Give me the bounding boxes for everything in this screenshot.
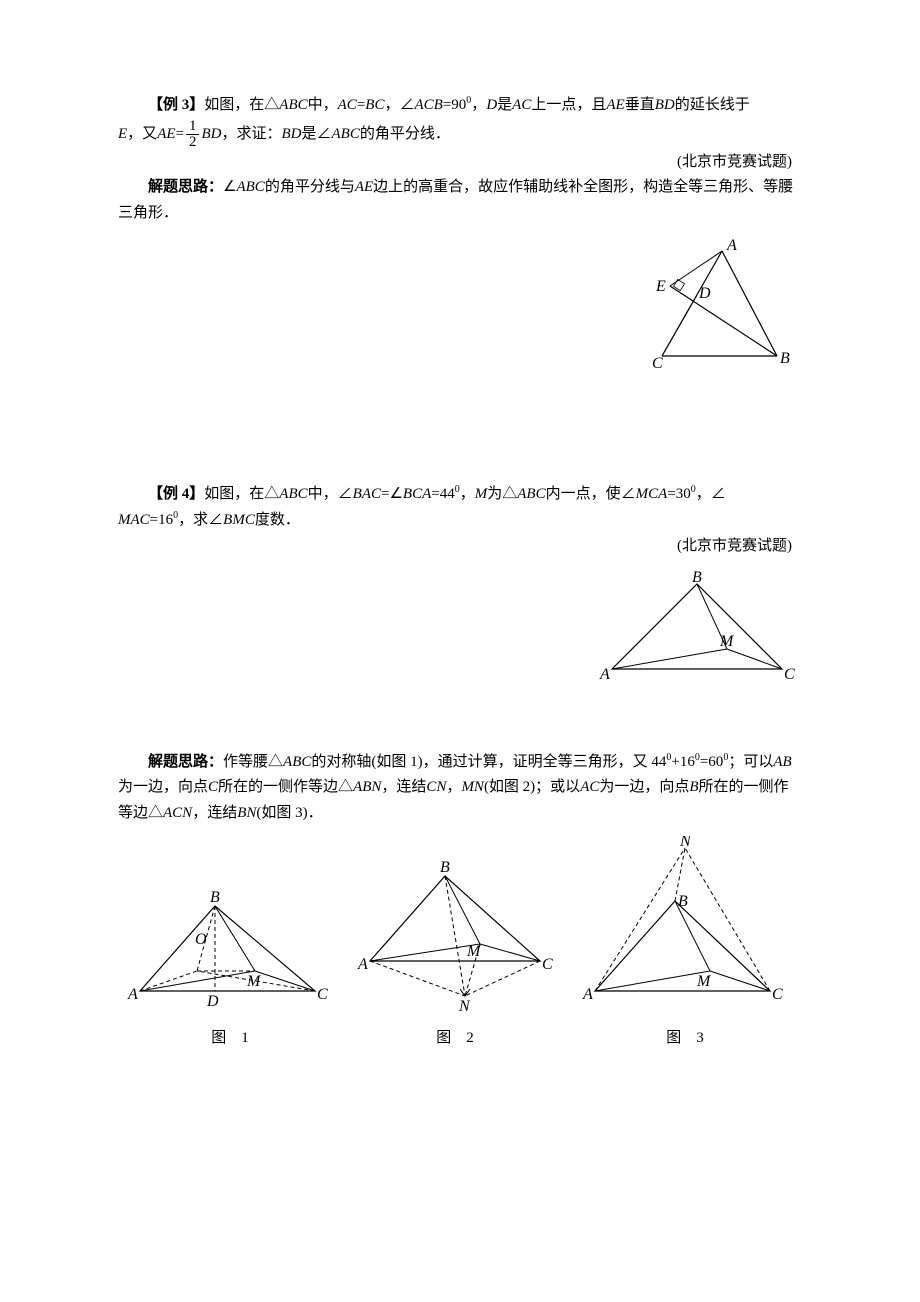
ex3-hint: 解题思路：∠ABC的角平分线与AE边上的高重合，故应作辅助线补全图形，构造全等三… — [118, 175, 802, 226]
svg-text:D: D — [698, 285, 711, 302]
svg-text:M: M — [466, 943, 482, 960]
example-3: 【例 3】如图，在△ABC中，AC=BC，∠ACB=900，D是AC上一点，且A… — [118, 92, 802, 391]
fig1-caption: 图 1 — [125, 1026, 335, 1052]
svg-text:A: A — [127, 986, 138, 1003]
svg-text:B: B — [678, 893, 688, 910]
fig3-diagram-icon: A B C M N — [575, 836, 795, 1016]
svg-text:A: A — [357, 956, 368, 973]
svg-text:B: B — [440, 859, 450, 876]
svg-text:C: C — [652, 355, 663, 372]
ex3-hint-label: 解题思路： — [148, 179, 223, 195]
ex4-problem-line2: MAC=160，求∠BMC度数． — [118, 507, 802, 534]
svg-text:C: C — [542, 956, 553, 973]
svg-text:C: C — [772, 986, 783, 1003]
svg-text:A: A — [599, 666, 610, 683]
figure-2: A B C M N 图 2 — [355, 856, 555, 1051]
svg-text:M: M — [696, 973, 712, 990]
figure-3: A B C M N 图 3 — [575, 836, 795, 1051]
fig2-diagram-icon: A B C M N — [355, 856, 555, 1016]
spacer — [118, 401, 802, 481]
svg-text:B: B — [210, 889, 220, 906]
triangle-diagram-icon: A B C D E — [602, 236, 802, 381]
svg-text:N: N — [679, 836, 692, 850]
ex4-hint-label: 解题思路： — [148, 754, 223, 770]
svg-text:B: B — [692, 569, 702, 586]
ex4-sub-figures: A B C D M O 图 1 A B C — [118, 836, 802, 1051]
ex4-hint: 解题思路：作等腰△ABC的对称轴(如图 1)，通过计算，证明全等三角形，又 44… — [118, 749, 802, 827]
ex3-problem: 【例 3】如图，在△ABC中，AC=BC，∠ACB=900，D是AC上一点，且A… — [118, 92, 802, 119]
figure-1: A B C D M O 图 1 — [125, 886, 335, 1051]
fig1-diagram-icon: A B C D M O — [125, 886, 335, 1016]
svg-text:B: B — [780, 350, 790, 367]
ex4-heading: 【例 4】 — [148, 486, 204, 502]
ex4-source: (北京市竞赛试题) — [118, 534, 802, 560]
svg-text:C: C — [317, 986, 328, 1003]
ex3-source: (北京市竞赛试题) — [118, 150, 802, 176]
ex4-main-figure: A B C M — [118, 569, 802, 699]
ex4-problem: 【例 4】如图，在△ABC中，∠BAC=∠BCA=440，M为△ABC内一点，使… — [118, 481, 802, 508]
fig3-caption: 图 3 — [575, 1026, 795, 1052]
ex3-figure: A B C D E — [118, 236, 802, 391]
fig2-caption: 图 2 — [355, 1026, 555, 1052]
svg-text:N: N — [458, 998, 471, 1015]
ex3-problem-line2: E，又AE=12BD，求证：BD是∠ABC的角平分线． — [118, 119, 802, 150]
svg-text:A: A — [582, 986, 593, 1003]
svg-text:M: M — [719, 633, 735, 650]
fraction-icon: 12 — [186, 119, 200, 150]
svg-text:D: D — [206, 993, 219, 1010]
svg-text:C: C — [784, 666, 795, 683]
example-4: 【例 4】如图，在△ABC中，∠BAC=∠BCA=440，M为△ABC内一点，使… — [118, 481, 802, 1052]
svg-text:E: E — [655, 278, 666, 295]
svg-text:A: A — [726, 237, 737, 254]
svg-text:M: M — [246, 973, 262, 990]
spacer — [118, 709, 802, 749]
triangle-m-diagram-icon: A B C M — [592, 569, 802, 689]
svg-text:O: O — [195, 931, 207, 948]
ex3-heading: 【例 3】 — [148, 97, 204, 113]
